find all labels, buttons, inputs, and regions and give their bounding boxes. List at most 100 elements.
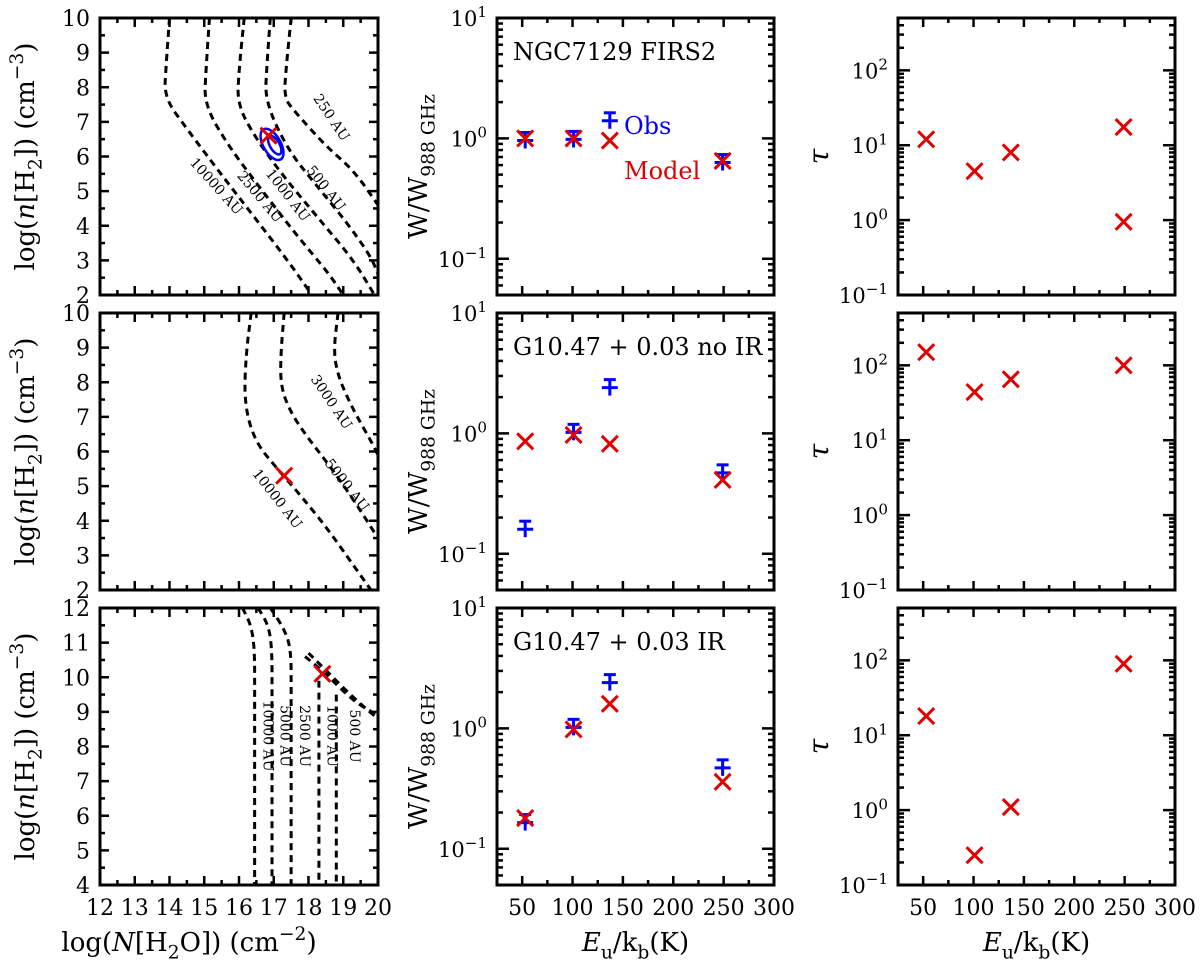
y-tick-label: 2 — [76, 579, 90, 604]
y-tick-label: 100 — [451, 124, 487, 152]
model-point — [564, 129, 583, 148]
y-tick-label: 101 — [852, 130, 888, 158]
y-tick-label: 10−1 — [839, 280, 888, 308]
legend-model: Model — [624, 157, 700, 185]
x-axis-title: log(N[H2O]) (cm−2) — [61, 924, 316, 963]
x-tick-label: 200 — [652, 896, 694, 921]
contour-line — [333, 312, 380, 456]
y-tick-label: 100 — [451, 714, 487, 742]
model-point — [965, 846, 984, 865]
obs-point — [517, 519, 534, 538]
panel-b1: 10−1 100 101 W/W988 GHz NGC7129 FIRS2 Obs Mode… — [404, 3, 776, 297]
panel-c1-frame — [896, 16, 1177, 297]
contour-label: 500 AU — [303, 163, 348, 215]
contour-line — [236, 17, 376, 296]
x-tick-label: 19 — [329, 896, 357, 921]
y-tick-label: 102 — [852, 646, 888, 674]
y-tick-label: 5 — [76, 180, 90, 205]
panel-c3: 10−1 100 101 102 50 100 150 200 250 300 Eu/kb(K) τ — [802, 606, 1196, 963]
y-tick-label: 10−1 — [438, 244, 487, 272]
x-tick-label: 300 — [753, 896, 795, 921]
best-fit-marker — [275, 466, 294, 485]
y-tick-label: 3 — [76, 249, 90, 274]
best-fit-marker — [259, 126, 278, 145]
contour-label: 10000 AU — [186, 155, 245, 219]
model-point — [917, 343, 936, 362]
panel-a2-frame — [98, 311, 380, 592]
y-tick-label: 7 — [76, 111, 90, 136]
y-axis-title: τ — [802, 738, 835, 754]
y-tick-label: 4 — [76, 215, 90, 240]
y-tick-label: 8 — [76, 371, 90, 396]
y-tick-label: 7 — [76, 770, 90, 795]
y-tick-label: 3 — [76, 544, 90, 569]
model-point — [564, 425, 583, 445]
model-point — [516, 808, 535, 828]
model-point — [917, 707, 936, 726]
best-fit-marker — [313, 664, 332, 683]
y-tick-label: 9 — [76, 337, 90, 362]
y-axis-title: W/W988 GHz — [404, 389, 439, 534]
y-tick-label: 100 — [451, 419, 487, 447]
panel-c2: 10−1 100 101 102 τ — [802, 311, 1177, 603]
contour-label: 3000 AU — [307, 372, 355, 433]
y-tick-label: 101 — [451, 593, 487, 621]
x-tick-label: 100 — [953, 896, 995, 921]
y-tick-label: 4 — [76, 874, 90, 899]
contour-label: 2500 AU — [296, 705, 312, 767]
y-tick-label: 11 — [62, 632, 90, 657]
x-tick-label: 150 — [602, 896, 644, 921]
y-tick-label: 101 — [451, 3, 487, 31]
y-tick-label: 6 — [76, 441, 90, 466]
panel-c3-frame — [896, 606, 1177, 887]
contour-line — [307, 651, 379, 720]
y-tick-label: 8 — [76, 736, 90, 761]
legend-obs: Obs — [624, 112, 671, 140]
y-tick-label: 100 — [852, 795, 888, 823]
contour-line — [203, 17, 345, 296]
contour-label: 500 AU — [346, 710, 362, 763]
panel-c2-frame — [896, 311, 1177, 592]
x-axis-title: Eu/kb(K) — [581, 928, 689, 963]
x-tick-label: 100 — [552, 896, 594, 921]
model-point — [1001, 797, 1020, 817]
y-axis-title: log(n[H2]) (cm−3) — [7, 43, 46, 271]
model-point — [600, 131, 619, 150]
model-point — [1114, 356, 1133, 375]
y-tick-label: 5 — [76, 839, 90, 864]
model-point — [600, 434, 619, 453]
y-axis-title: log(n[H2]) (cm−3) — [7, 338, 46, 566]
contour-line — [283, 17, 380, 206]
y-tick-label: 8 — [76, 76, 90, 101]
model-point — [917, 130, 936, 149]
model-point — [1001, 143, 1020, 162]
y-tick-label: 102 — [852, 351, 888, 379]
model-point — [516, 129, 535, 148]
obs-point — [714, 758, 731, 776]
contour-line — [241, 607, 257, 885]
contour-line — [279, 312, 380, 539]
model-point — [1114, 117, 1133, 137]
obs-point — [517, 131, 534, 149]
x-tick-label: 15 — [190, 896, 218, 921]
x-tick-label: 150 — [1003, 896, 1045, 921]
panel-title: G10.47 + 0.03 IR — [513, 628, 726, 656]
contour-line — [304, 655, 379, 717]
model-point — [1114, 654, 1133, 673]
x-tick-label: 50 — [909, 896, 937, 921]
y-axis-title: W/W988 GHz — [404, 94, 439, 239]
y-axis-title: log(n[H2]) (cm−3) — [7, 633, 46, 861]
y-tick-label: 2 — [76, 284, 90, 309]
y-tick-label: 10−1 — [839, 870, 888, 898]
panel-c1: 10−1 100 101 102 τ — [802, 16, 1177, 308]
panel-title: NGC7129 FIRS2 — [513, 38, 716, 66]
y-axis-title: τ — [802, 148, 835, 164]
x-tick-label: 300 — [1154, 896, 1196, 921]
contour-label: 250 AU — [309, 91, 352, 144]
contour-line — [264, 17, 380, 275]
contour-label: 10000 AU — [259, 701, 275, 772]
x-tick-label: 20 — [364, 896, 392, 921]
model-point — [965, 382, 984, 402]
y-tick-label: 101 — [451, 298, 487, 326]
